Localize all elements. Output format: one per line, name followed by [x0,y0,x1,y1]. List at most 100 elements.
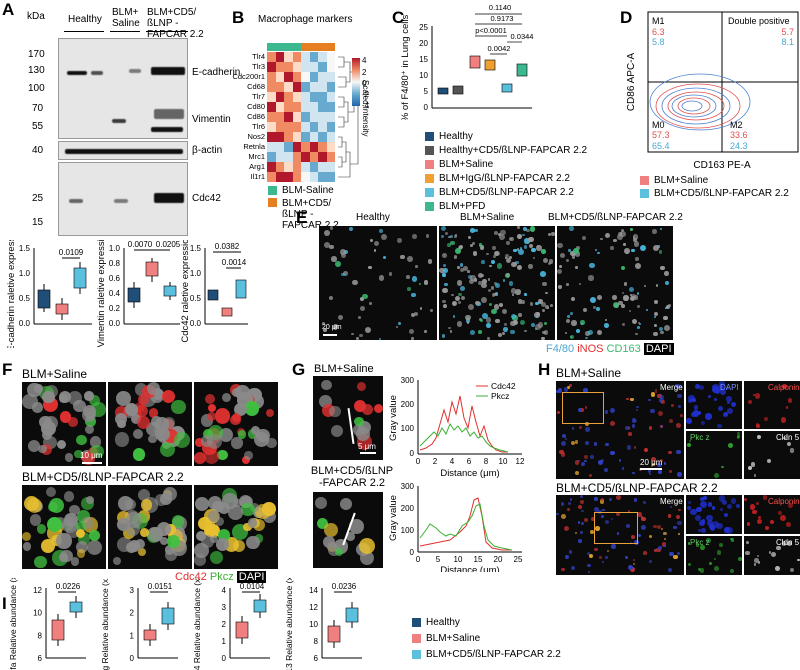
micro-cell [343,271,349,276]
micro-cell [324,229,331,236]
micro-cell [498,233,505,240]
micro-cell [584,441,589,446]
micro-cell [333,324,339,330]
micro-cell [441,334,446,338]
panel-a-boxplots: 1.5 1.0 0.5 0.0 0.0109 E-cadherin raleti… [6,240,248,348]
micro-cell [323,242,330,249]
svg-text:0: 0 [416,555,421,564]
i-plot: 3 2 1 0 0.0151 Eng Relative abundance (x10⁵) [100,578,178,670]
svg-text:0: 0 [410,548,415,557]
micro-cell [721,465,724,469]
h-calponin-cd5 [744,495,800,534]
micro-cell [574,471,579,476]
micro-cell [716,550,721,555]
micro-cell [536,316,539,319]
svg-text:10: 10 [454,555,463,564]
micro-cell [584,517,589,522]
micro-cell [702,496,707,500]
micro-cell [458,301,462,304]
a3-ylabel: Cdc42 raletive expression [180,240,191,343]
svg-text:2: 2 [130,609,135,618]
micro-cell [482,279,488,284]
micro-cell [606,549,610,553]
micro-cell [716,522,723,530]
micro-cell [663,462,666,465]
micro-cell [36,524,47,534]
micro-cell [38,444,47,454]
micro-cell [728,443,734,449]
micro-cell [568,249,571,252]
micro-cell [468,304,475,311]
micro-cell [745,541,749,544]
micro-cell [511,261,517,268]
micro-cell [707,394,711,398]
micro-cell [723,411,729,417]
micro-cell [356,336,360,340]
svg-text:33.6: 33.6 [730,130,748,140]
micro-cell [41,429,53,441]
micro-cell [585,331,590,336]
micro-cell [510,329,515,335]
micro-cell [677,508,681,512]
micro-cell [613,302,620,308]
micro-cell [633,294,639,300]
heatmap-cell [284,122,293,132]
micro-cell [481,282,487,289]
heatmap-group-bar-cd5 [301,43,335,51]
micro-cell [538,299,543,304]
svg-text:1: 1 [130,631,135,640]
micro-cell [583,387,589,393]
micro-cell [750,462,756,467]
g-scale-bar [360,452,376,454]
heatmap-cell [292,132,301,142]
micro-cell [204,394,215,405]
h-title-saline: BLM+Saline [556,366,622,380]
micro-cell [632,237,637,242]
micro-cell [599,556,602,559]
micro-cell [89,394,100,406]
heatmap-cell [326,52,335,62]
micro-cell [712,386,719,393]
svg-text:Vegfa Relative abundance (x10⁵: Vegfa Relative abundance (x10⁵) [8,578,18,670]
micro-cell [195,530,207,541]
micro-cell [687,500,691,504]
micro-cell [194,496,210,511]
heatmap-cell [326,162,335,172]
micro-cell [529,302,534,306]
micro-cell [564,387,569,392]
micro-cell [155,494,167,506]
micro-cell [536,312,541,317]
h-calponin-saline [744,381,800,429]
micro-cell [242,456,251,465]
f-image-3 [194,382,278,466]
micro-cell [411,275,418,282]
micro-cell [512,293,515,297]
micro-cell [654,389,657,392]
micro-cell [455,233,458,236]
micro-cell [480,318,484,322]
micro-cell [609,498,612,501]
micro-cell [575,245,580,250]
micro-cell [730,538,735,542]
micro-cell [518,248,525,255]
svg-text:12: 12 [33,586,42,595]
heatmap-cell [267,102,276,112]
micro-cell [564,555,569,560]
micro-cell [48,497,65,514]
micro-cell [479,245,484,250]
micro-cell [395,325,399,329]
micro-cell [132,448,146,461]
micro-cell [368,302,372,305]
micro-cell [561,433,567,438]
micro-cell [159,442,175,458]
micro-cell [574,440,579,444]
panel-label-g: G [292,360,306,379]
svg-text:E-cadherin raletive expression: E-cadherin raletive expression [6,240,17,348]
micro-cell [497,332,503,338]
heatmap-cell [292,92,301,102]
micro-cell [490,285,495,290]
micro-cell [536,245,542,251]
h-pkcz-cd5 [686,536,742,575]
heatmap-cell [284,52,293,62]
heatmap-cell [318,82,327,92]
